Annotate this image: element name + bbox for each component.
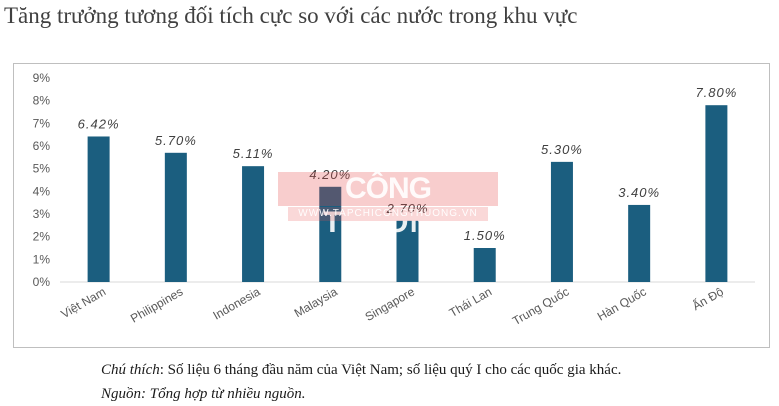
data-label: 5.70% [155, 133, 197, 148]
data-label: 1.50% [464, 228, 506, 243]
x-tick-label: Malaysia [292, 284, 340, 320]
bar [705, 105, 728, 282]
x-tick-label: Hàn Quốc [595, 284, 649, 323]
chart-source: Nguồn: Tổng hợp từ nhiều nguồn. [101, 386, 306, 403]
y-tick-label: 5% [33, 162, 51, 176]
y-tick-label: 2% [33, 230, 51, 244]
bar [473, 248, 496, 282]
source-text: Nguồn: Tổng hợp từ nhiều nguồn. [101, 386, 306, 402]
bar [396, 220, 419, 282]
x-tick-label: Trung Quốc [510, 284, 571, 328]
page-title: Tăng trưởng tương đối tích cực so với cá… [4, 3, 578, 28]
y-tick-label: 3% [33, 207, 51, 221]
y-tick-label: 0% [33, 275, 51, 289]
bar [164, 152, 187, 282]
y-tick-label: 1% [33, 252, 51, 266]
y-tick-label: 7% [33, 116, 51, 130]
bar [242, 166, 265, 282]
data-label: 2.70% [386, 201, 429, 216]
note-text: : Số liệu 6 tháng đầu năm của Việt Nam; … [159, 362, 622, 378]
y-tick-label: 8% [33, 94, 51, 108]
bar-chart: 0% 1% 2% 3% 4% 5% 6% 7% 8% 9% 6.42% Việt Nam 5.70% Ph… [33, 71, 755, 328]
x-tick-label: Philippines [128, 284, 185, 325]
x-tick-label: Ấn Độ [689, 283, 726, 313]
data-label: 6.42% [78, 116, 120, 131]
data-label: 7.80% [695, 85, 737, 100]
y-tick-label: 9% [33, 71, 51, 85]
x-tick-label: Thái Lan [447, 284, 494, 319]
chart-note: Chú thích: Số liệu 6 tháng đầu năm của V… [101, 362, 621, 379]
x-tick-label: Indonesia [210, 284, 262, 322]
bar [628, 204, 651, 282]
bar [87, 136, 110, 282]
data-label: 5.30% [541, 142, 583, 157]
bar [550, 161, 573, 282]
data-label: 4.20% [309, 167, 351, 182]
data-label: 5.11% [233, 146, 274, 161]
note-label: Chú thích [101, 362, 160, 378]
y-tick-label: 6% [33, 139, 51, 153]
bar [319, 186, 342, 282]
y-tick-label: 4% [33, 184, 51, 198]
data-label: 3.40% [618, 185, 660, 200]
x-tick-label: Singapore [363, 284, 418, 324]
x-tick-label: Việt Nam [59, 284, 109, 321]
